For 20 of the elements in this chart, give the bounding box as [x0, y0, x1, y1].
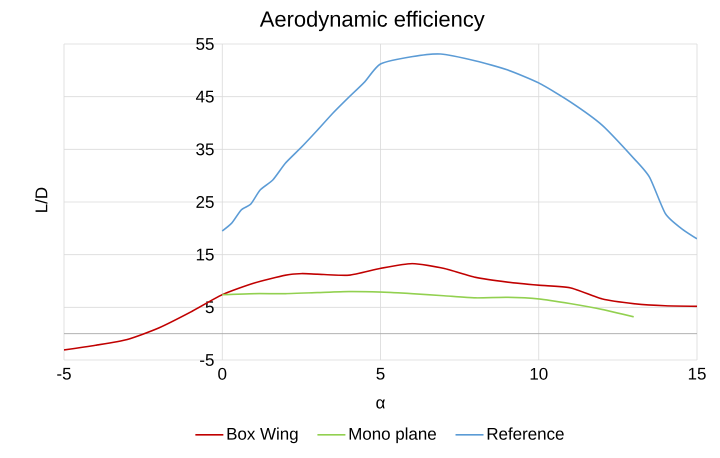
y-tick-label: 25	[196, 196, 214, 208]
x-tick-label: 10	[530, 368, 548, 380]
y-tick-label: 15	[196, 248, 214, 261]
y-axis-title: L/D	[34, 188, 48, 212]
line-series	[64, 262, 698, 351]
y-tick-label: -5	[200, 354, 214, 366]
y-tick-label: 55	[196, 38, 214, 50]
x-tick-label: -5	[57, 368, 71, 380]
y-tick-label: 35	[196, 143, 214, 156]
y-tick-label: 45	[196, 90, 214, 103]
line-series	[221, 53, 698, 240]
x-axis-title: α	[376, 399, 385, 409]
x-tick-label: 5	[376, 368, 384, 380]
line-series	[221, 290, 635, 318]
legend-label: Reference	[488, 427, 564, 440]
x-tick-label: 15	[688, 368, 706, 380]
chart-title: Aerodynamic efficiency	[260, 10, 485, 32]
legend-label: Mono plane	[350, 427, 436, 444]
legend-label: Box Wing	[228, 427, 298, 444]
x-tick-label: 0	[218, 368, 226, 380]
